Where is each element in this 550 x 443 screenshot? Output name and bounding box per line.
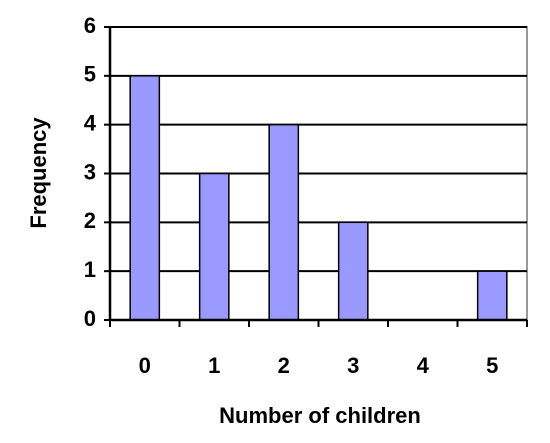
y-tick-label: 6 bbox=[84, 13, 96, 38]
bar bbox=[129, 75, 161, 321]
y-axis-label: Frequency bbox=[26, 117, 51, 229]
y-tick-label: 5 bbox=[84, 62, 96, 87]
y-tick-label: 3 bbox=[84, 159, 96, 184]
x-axis-label: Number of children bbox=[219, 403, 421, 428]
y-tick-label: 2 bbox=[84, 208, 96, 233]
x-tick-label: 5 bbox=[486, 353, 498, 378]
y-tick-label: 4 bbox=[84, 110, 97, 135]
x-tick-label: 1 bbox=[208, 353, 220, 378]
bar bbox=[268, 123, 300, 321]
x-tick-label: 3 bbox=[347, 353, 359, 378]
x-tick-label: 2 bbox=[278, 353, 290, 378]
y-tick-label: 0 bbox=[84, 306, 96, 331]
bar bbox=[198, 172, 230, 321]
bar bbox=[476, 270, 508, 321]
bar bbox=[337, 221, 369, 321]
x-tick-label: 4 bbox=[417, 353, 430, 378]
x-tick-label: 0 bbox=[139, 353, 151, 378]
y-tick-label: 1 bbox=[84, 257, 96, 282]
